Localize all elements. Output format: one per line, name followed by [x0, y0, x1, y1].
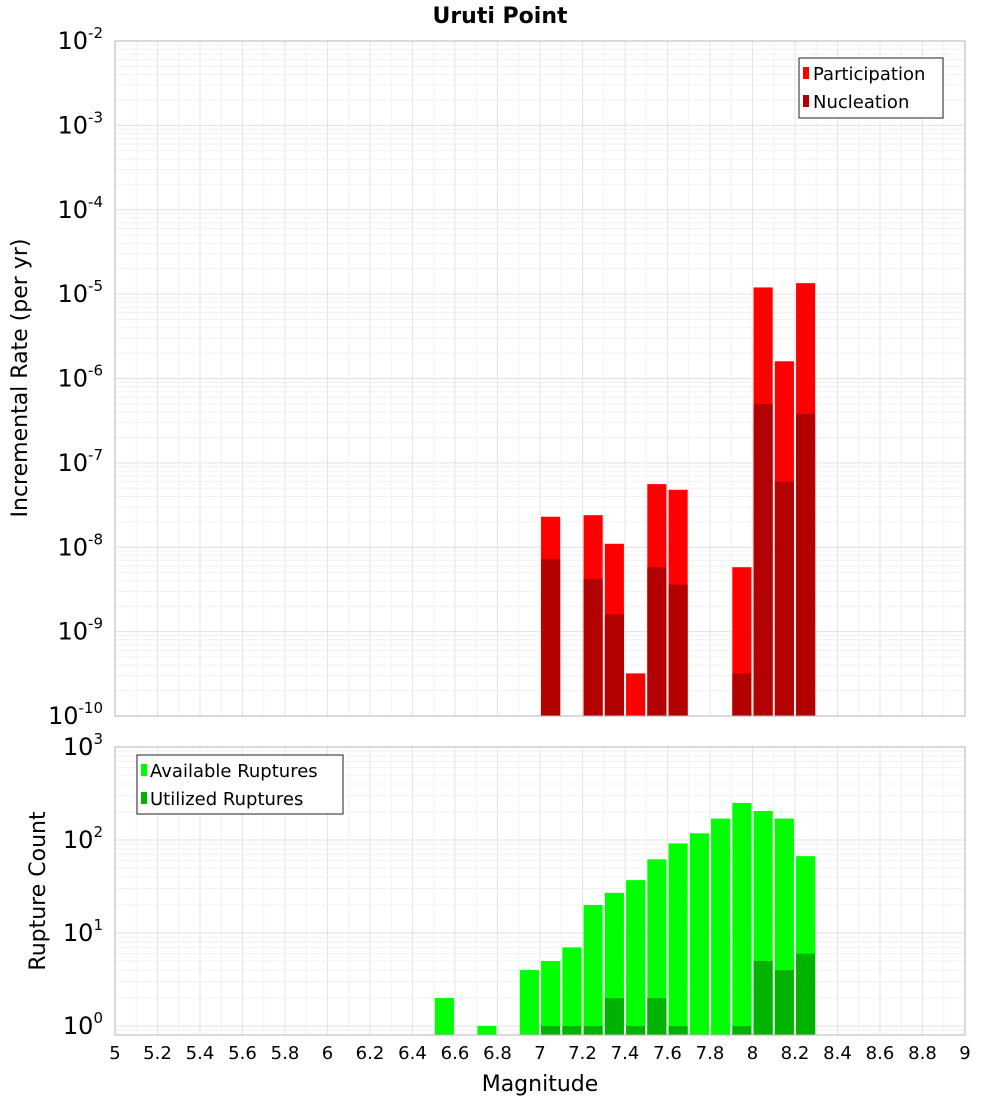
top-y-ticks: 10-10 10-9 10-8 10-7 10-6 10-5 10-4 10-3 10-2: [48, 24, 103, 730]
x-tick-label: 5.8: [271, 1043, 300, 1064]
bar-utilized-ruptures: [796, 953, 816, 1035]
bar-available-ruptures: [541, 960, 561, 1035]
legend-label-nucleation: Nucleation: [813, 92, 909, 113]
x-tick-label: 7.6: [653, 1043, 682, 1064]
top-y-tick-label: 10-4: [57, 193, 103, 224]
top-plot-border: [114, 40, 966, 717]
bottom-y-tick-label: 103: [63, 730, 103, 761]
x-tick-label: 8.8: [908, 1043, 937, 1064]
bar-utilized-ruptures: [774, 969, 794, 1035]
bottom-y-tick-label: 100: [63, 1009, 103, 1040]
top-y-tick-label: 10-3: [57, 108, 103, 139]
bar-utilized-ruptures: [668, 1025, 688, 1035]
legend-label-participation: Participation: [813, 64, 925, 85]
top-y-tick-label: 10-6: [57, 362, 103, 393]
bottom-legend-box: [136, 754, 344, 815]
x-tick-label: 5: [109, 1043, 120, 1064]
bar-available-ruptures: [477, 1025, 497, 1035]
bar-utilized-ruptures: [753, 960, 773, 1035]
bar-nucleation: [796, 413, 816, 716]
bar-available-ruptures: [562, 947, 582, 1035]
bottom-bars: [434, 802, 816, 1035]
bar-available-ruptures: [711, 818, 731, 1035]
top-y-tick-label: 10-2: [57, 24, 103, 55]
x-tick-label: 8: [747, 1043, 758, 1064]
top-y-tick-label: 10-8: [57, 530, 103, 561]
top-panel: 10-10 10-9 10-8 10-7 10-6 10-5 10-4 10-3 10-2 In…: [8, 24, 966, 730]
legend-label-available: Available Ruptures: [150, 761, 318, 782]
legend-swatch-participation: [803, 67, 809, 79]
x-tick-label: 6.6: [441, 1043, 470, 1064]
x-tick-label: 7.8: [696, 1043, 725, 1064]
x-tick-label: 5.6: [228, 1043, 257, 1064]
bar-utilized-ruptures: [647, 997, 667, 1035]
bottom-legend: Available Ruptures Utilized Ruptures: [136, 754, 344, 815]
top-bars: [541, 283, 816, 716]
bottom-panel: 100 101 102 103 5 5.2 5.4 5.6 5.8 6 6.2 6.4 6.6 6.8 7…: [26, 730, 971, 1097]
bar-utilized-ruptures: [626, 1025, 646, 1035]
bar-participation: [626, 673, 646, 716]
x-tick-label: 6.2: [356, 1043, 385, 1064]
x-tick-label: 5.2: [143, 1043, 172, 1064]
bar-utilized-ruptures: [583, 1025, 603, 1035]
bottom-y-ticks: 100 101 102 103: [63, 730, 103, 1040]
x-tick-label: 8.2: [781, 1043, 810, 1064]
top-y-axis-label: Incremental Rate (per yr): [8, 239, 33, 518]
bar-available-ruptures: [732, 802, 752, 1035]
bar-available-ruptures: [434, 997, 454, 1035]
top-y-tick-label: 10-9: [57, 615, 103, 646]
bar-nucleation: [753, 403, 773, 716]
x-tick-label: 6: [322, 1043, 333, 1064]
bar-available-ruptures: [647, 859, 667, 1035]
legend-swatch-nucleation: [803, 95, 809, 107]
top-y-tick-label: 10-5: [57, 277, 103, 308]
x-tick-label: 8.4: [823, 1043, 852, 1064]
top-y-tick-label: 10-7: [57, 446, 103, 477]
legend-swatch-utilized: [141, 792, 147, 804]
x-tick-label: 6.8: [483, 1043, 512, 1064]
bar-utilized-ruptures: [541, 1025, 561, 1035]
x-tick-label: 9: [959, 1043, 970, 1064]
x-tick-label: 7.4: [611, 1043, 640, 1064]
bar-available-ruptures: [626, 880, 646, 1035]
x-tick-label: 7.2: [568, 1043, 597, 1064]
bar-utilized-ruptures: [562, 1025, 582, 1035]
x-axis-label: Magnitude: [482, 1072, 599, 1097]
bottom-y-tick-label: 102: [63, 823, 103, 854]
top-grid: [115, 40, 966, 717]
legend-swatch-available: [141, 764, 147, 776]
bar-nucleation: [583, 579, 603, 716]
bar-utilized-ruptures: [732, 1025, 752, 1035]
bottom-plot-border: [114, 746, 966, 1036]
bar-utilized-ruptures: [604, 997, 624, 1035]
x-tick-label: 5.4: [186, 1043, 215, 1064]
bar-nucleation: [541, 559, 561, 716]
x-tick-label: 7: [534, 1043, 545, 1064]
x-tick-label: 6.4: [398, 1043, 427, 1064]
bar-nucleation: [647, 567, 667, 716]
bottom-y-tick-label: 101: [63, 916, 103, 947]
bar-nucleation: [732, 673, 752, 716]
chart-title: Uruti Point: [432, 4, 568, 29]
top-y-tick-label: 10-10: [48, 699, 103, 730]
top-legend: Participation Nucleation: [798, 57, 944, 119]
x-ticks: 5 5.2 5.4 5.6 5.8 6 6.2 6.4 6.6 6.8 7 7.2 7.4 7.6 7.8 8…: [109, 1043, 970, 1064]
bar-available-ruptures: [689, 833, 709, 1035]
bar-nucleation: [604, 614, 624, 716]
bar-available-ruptures: [583, 904, 603, 1035]
bottom-y-axis-label: Rupture Count: [26, 811, 51, 971]
bar-nucleation: [774, 481, 794, 716]
bar-available-ruptures: [668, 843, 688, 1035]
bar-available-ruptures: [519, 969, 539, 1035]
top-legend-box: [798, 57, 944, 119]
x-tick-label: 8.6: [866, 1043, 895, 1064]
legend-label-utilized: Utilized Ruptures: [150, 789, 303, 810]
bar-nucleation: [668, 584, 688, 716]
